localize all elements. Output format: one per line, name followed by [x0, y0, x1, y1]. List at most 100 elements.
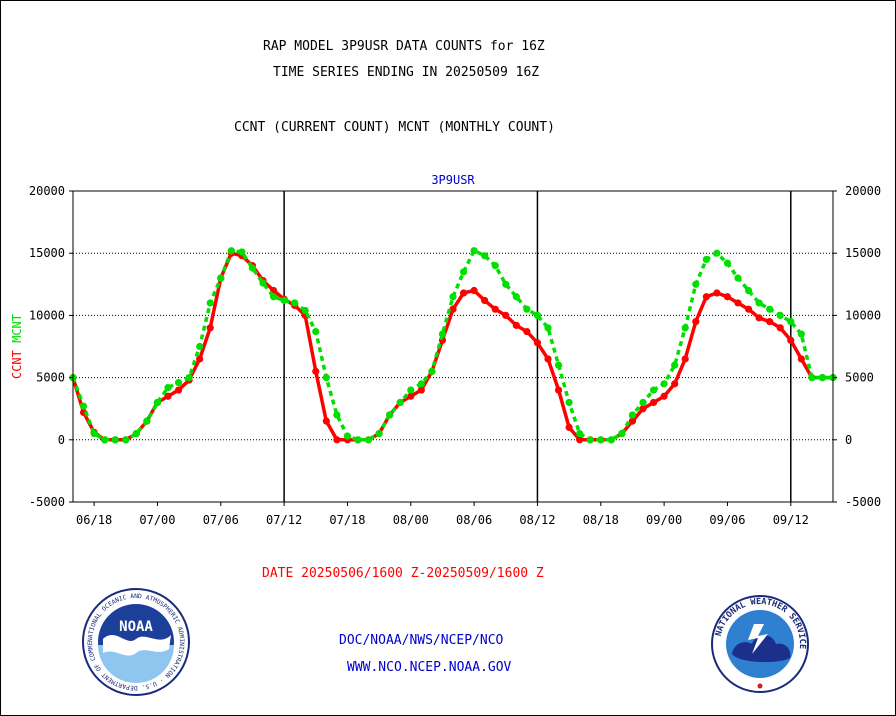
- date-range-label: DATE 20250506/1600 Z-20250509/1600 Z: [262, 566, 544, 581]
- data-point-mcnt: [808, 374, 816, 382]
- data-point-mcnt: [322, 374, 330, 382]
- noaa-logo: NOAA NATIONAL OCEANIC AND ATMOSPHERIC AD…: [81, 587, 190, 696]
- x-tick-label: 09/12: [773, 513, 809, 527]
- x-tick-label: 06/18: [76, 513, 112, 527]
- data-point-ccnt: [734, 299, 742, 307]
- y-tick-label-right: -5000: [845, 495, 881, 509]
- data-point-ccnt: [776, 324, 784, 332]
- data-point-mcnt: [269, 293, 278, 301]
- data-point-ccnt: [322, 417, 330, 425]
- org-path-link[interactable]: DOC/NOAA/NWS/NCEP/NCO: [339, 633, 504, 648]
- website-link[interactable]: WWW.NCO.NCEP.NOAA.GOV: [347, 660, 512, 675]
- data-point-ccnt: [333, 436, 341, 444]
- series-line-ccnt: [71, 251, 833, 442]
- chart-title-line2: TIME SERIES ENDING IN 20250509 16Z: [273, 65, 540, 80]
- data-point-mcnt: [364, 436, 373, 444]
- data-point-mcnt: [111, 436, 119, 444]
- chart-title-line3: CCNT (CURRENT COUNT) MCNT (MONTHLY COUNT…: [234, 120, 555, 135]
- data-point-mcnt: [787, 318, 795, 326]
- data-point-mcnt: [238, 248, 246, 256]
- data-point-mcnt: [375, 429, 383, 438]
- data-point-ccnt: [797, 355, 805, 363]
- x-tick-label: 08/12: [519, 513, 555, 527]
- data-point-mcnt: [586, 436, 594, 444]
- y-tick-label-left: 0: [58, 433, 65, 447]
- data-point-ccnt: [512, 321, 520, 329]
- data-point-ccnt: [576, 436, 584, 444]
- data-point-mcnt: [396, 398, 404, 407]
- data-point-ccnt: [312, 367, 320, 375]
- data-point-mcnt: [660, 380, 668, 388]
- noaa-logo-text: NOAA: [119, 619, 153, 635]
- data-point-mcnt: [196, 342, 204, 351]
- data-point-mcnt: [755, 299, 763, 307]
- y-tick-label-left: 5000: [36, 371, 65, 385]
- data-point-mcnt: [776, 311, 784, 319]
- data-point-mcnt: [428, 367, 436, 375]
- x-tick-label: 09/00: [646, 513, 682, 527]
- data-point-mcnt: [618, 429, 626, 438]
- data-point-ccnt: [206, 324, 214, 332]
- y-tick-label-right: 0: [845, 433, 852, 447]
- x-tick-label: 08/18: [583, 513, 619, 527]
- data-point-mcnt: [797, 330, 805, 338]
- data-point-mcnt: [79, 402, 88, 410]
- data-point-mcnt: [481, 252, 489, 260]
- data-point-mcnt: [734, 274, 742, 282]
- data-point-mcnt: [565, 398, 573, 407]
- data-point-ccnt: [660, 392, 668, 400]
- data-point-ccnt: [671, 380, 679, 388]
- nws-logo: NATIONAL WEATHER SERVICE: [711, 595, 809, 693]
- y-axis-label: CCNT MCNT: [10, 314, 24, 379]
- data-point-mcnt: [333, 411, 341, 419]
- data-point-mcnt: [671, 361, 679, 369]
- chart-title-line1: RAP MODEL 3P9USR DATA COUNTS for 16Z: [263, 39, 545, 54]
- data-point-mcnt: [438, 330, 447, 338]
- data-point-mcnt: [459, 268, 468, 276]
- data-point-ccnt: [554, 386, 563, 394]
- data-point-ccnt: [449, 305, 457, 313]
- x-tick-label: 08/00: [393, 513, 429, 527]
- plot-title: 3P9USR: [431, 173, 475, 187]
- plot-frame: [72, 190, 834, 503]
- data-point-mcnt: [449, 293, 457, 301]
- data-point-mcnt: [90, 429, 98, 438]
- data-point-mcnt: [491, 262, 499, 270]
- data-point-mcnt: [639, 398, 647, 407]
- data-point-mcnt: [523, 305, 531, 313]
- data-point-ccnt: [523, 327, 531, 336]
- data-point-mcnt: [291, 299, 299, 307]
- data-point-mcnt: [681, 324, 689, 332]
- data-point-mcnt: [544, 324, 552, 332]
- data-point-mcnt: [470, 247, 478, 255]
- data-point-ccnt: [417, 386, 425, 394]
- data-point-ccnt: [702, 293, 710, 301]
- data-point-ccnt: [407, 392, 415, 400]
- data-point-mcnt: [259, 279, 267, 287]
- data-point-mcnt: [533, 311, 542, 319]
- data-point-ccnt: [723, 293, 732, 301]
- data-point-mcnt: [766, 305, 774, 313]
- data-point-mcnt: [280, 296, 288, 305]
- data-point-mcnt: [164, 383, 172, 392]
- data-point-ccnt: [164, 392, 172, 400]
- data-point-mcnt: [512, 293, 520, 301]
- y-tick-label-left: 20000: [29, 184, 65, 198]
- data-point-mcnt: [312, 327, 320, 336]
- data-point-mcnt: [386, 411, 394, 419]
- y-tick-label-left: -5000: [29, 495, 65, 509]
- x-tick-label: 07/06: [203, 513, 239, 527]
- data-point-mcnt: [343, 432, 352, 440]
- data-point-mcnt: [576, 429, 584, 438]
- y-tick-label-right: 10000: [845, 308, 881, 322]
- data-point-mcnt: [143, 417, 151, 425]
- data-point-ccnt: [459, 289, 468, 297]
- data-point-mcnt: [248, 264, 257, 272]
- x-tick-label: 07/18: [329, 513, 365, 527]
- series-line-mcnt: [71, 248, 833, 442]
- data-point-mcnt: [607, 436, 615, 444]
- x-tick-label: 09/06: [709, 513, 745, 527]
- data-point-mcnt: [713, 249, 721, 257]
